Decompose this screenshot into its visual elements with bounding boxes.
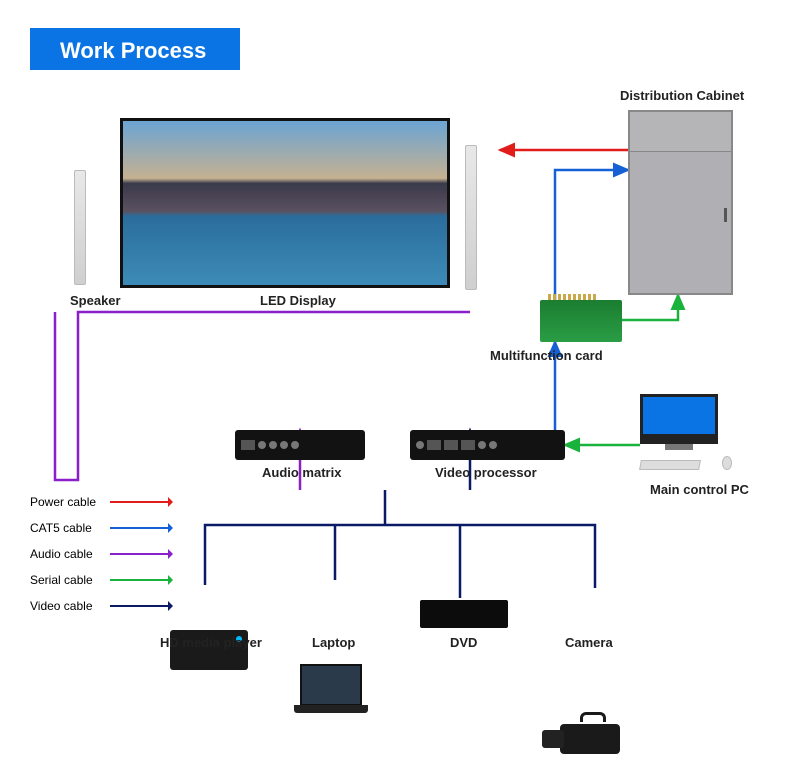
legend-row: Power cable xyxy=(30,495,170,509)
label-camera: Camera xyxy=(565,635,613,650)
label-hd: HD media player xyxy=(160,635,262,650)
legend-row: Serial cable xyxy=(30,573,170,587)
title-banner: Work Process xyxy=(30,28,240,70)
laptop xyxy=(300,664,374,716)
label-audio: Audio matrix xyxy=(262,465,341,480)
label-dvd: DVD xyxy=(450,635,477,650)
legend-label: Video cable xyxy=(30,599,110,613)
wire-cat5 xyxy=(555,170,628,300)
legend-arrow-icon xyxy=(110,605,170,607)
speaker-left xyxy=(74,170,86,285)
label-speaker: Speaker xyxy=(70,293,121,308)
legend-row: Audio cable xyxy=(30,547,170,561)
label-video: Video processor xyxy=(435,465,537,480)
dvd-player xyxy=(420,600,508,628)
legend-arrow-icon xyxy=(110,527,170,529)
main-control-pc xyxy=(640,400,760,470)
label-pc: Main control PC xyxy=(650,482,749,497)
video-processor xyxy=(410,430,565,460)
wire-video xyxy=(205,525,595,545)
legend-row: Video cable xyxy=(30,599,170,613)
label-led: LED Display xyxy=(260,293,336,308)
distribution-cabinet xyxy=(628,110,733,295)
wire-serial xyxy=(622,295,678,320)
label-laptop: Laptop xyxy=(312,635,355,650)
legend-label: Audio cable xyxy=(30,547,110,561)
legend-row: CAT5 cable xyxy=(30,521,170,535)
speaker-right xyxy=(465,145,477,290)
legend-label: Serial cable xyxy=(30,573,110,587)
legend-label: CAT5 cable xyxy=(30,521,110,535)
led-display xyxy=(120,118,450,288)
legend-label: Power cable xyxy=(30,495,110,509)
legend-arrow-icon xyxy=(110,501,170,503)
label-cabinet: Distribution Cabinet xyxy=(620,88,744,103)
legend-arrow-icon xyxy=(110,579,170,581)
multifunction-card xyxy=(540,300,622,342)
label-card: Multifunction card xyxy=(490,348,603,363)
camera xyxy=(560,724,640,764)
cable-legend: Power cable CAT5 cable Audio cable Serial c… xyxy=(30,495,170,625)
audio-matrix xyxy=(235,430,365,460)
legend-arrow-icon xyxy=(110,553,170,555)
